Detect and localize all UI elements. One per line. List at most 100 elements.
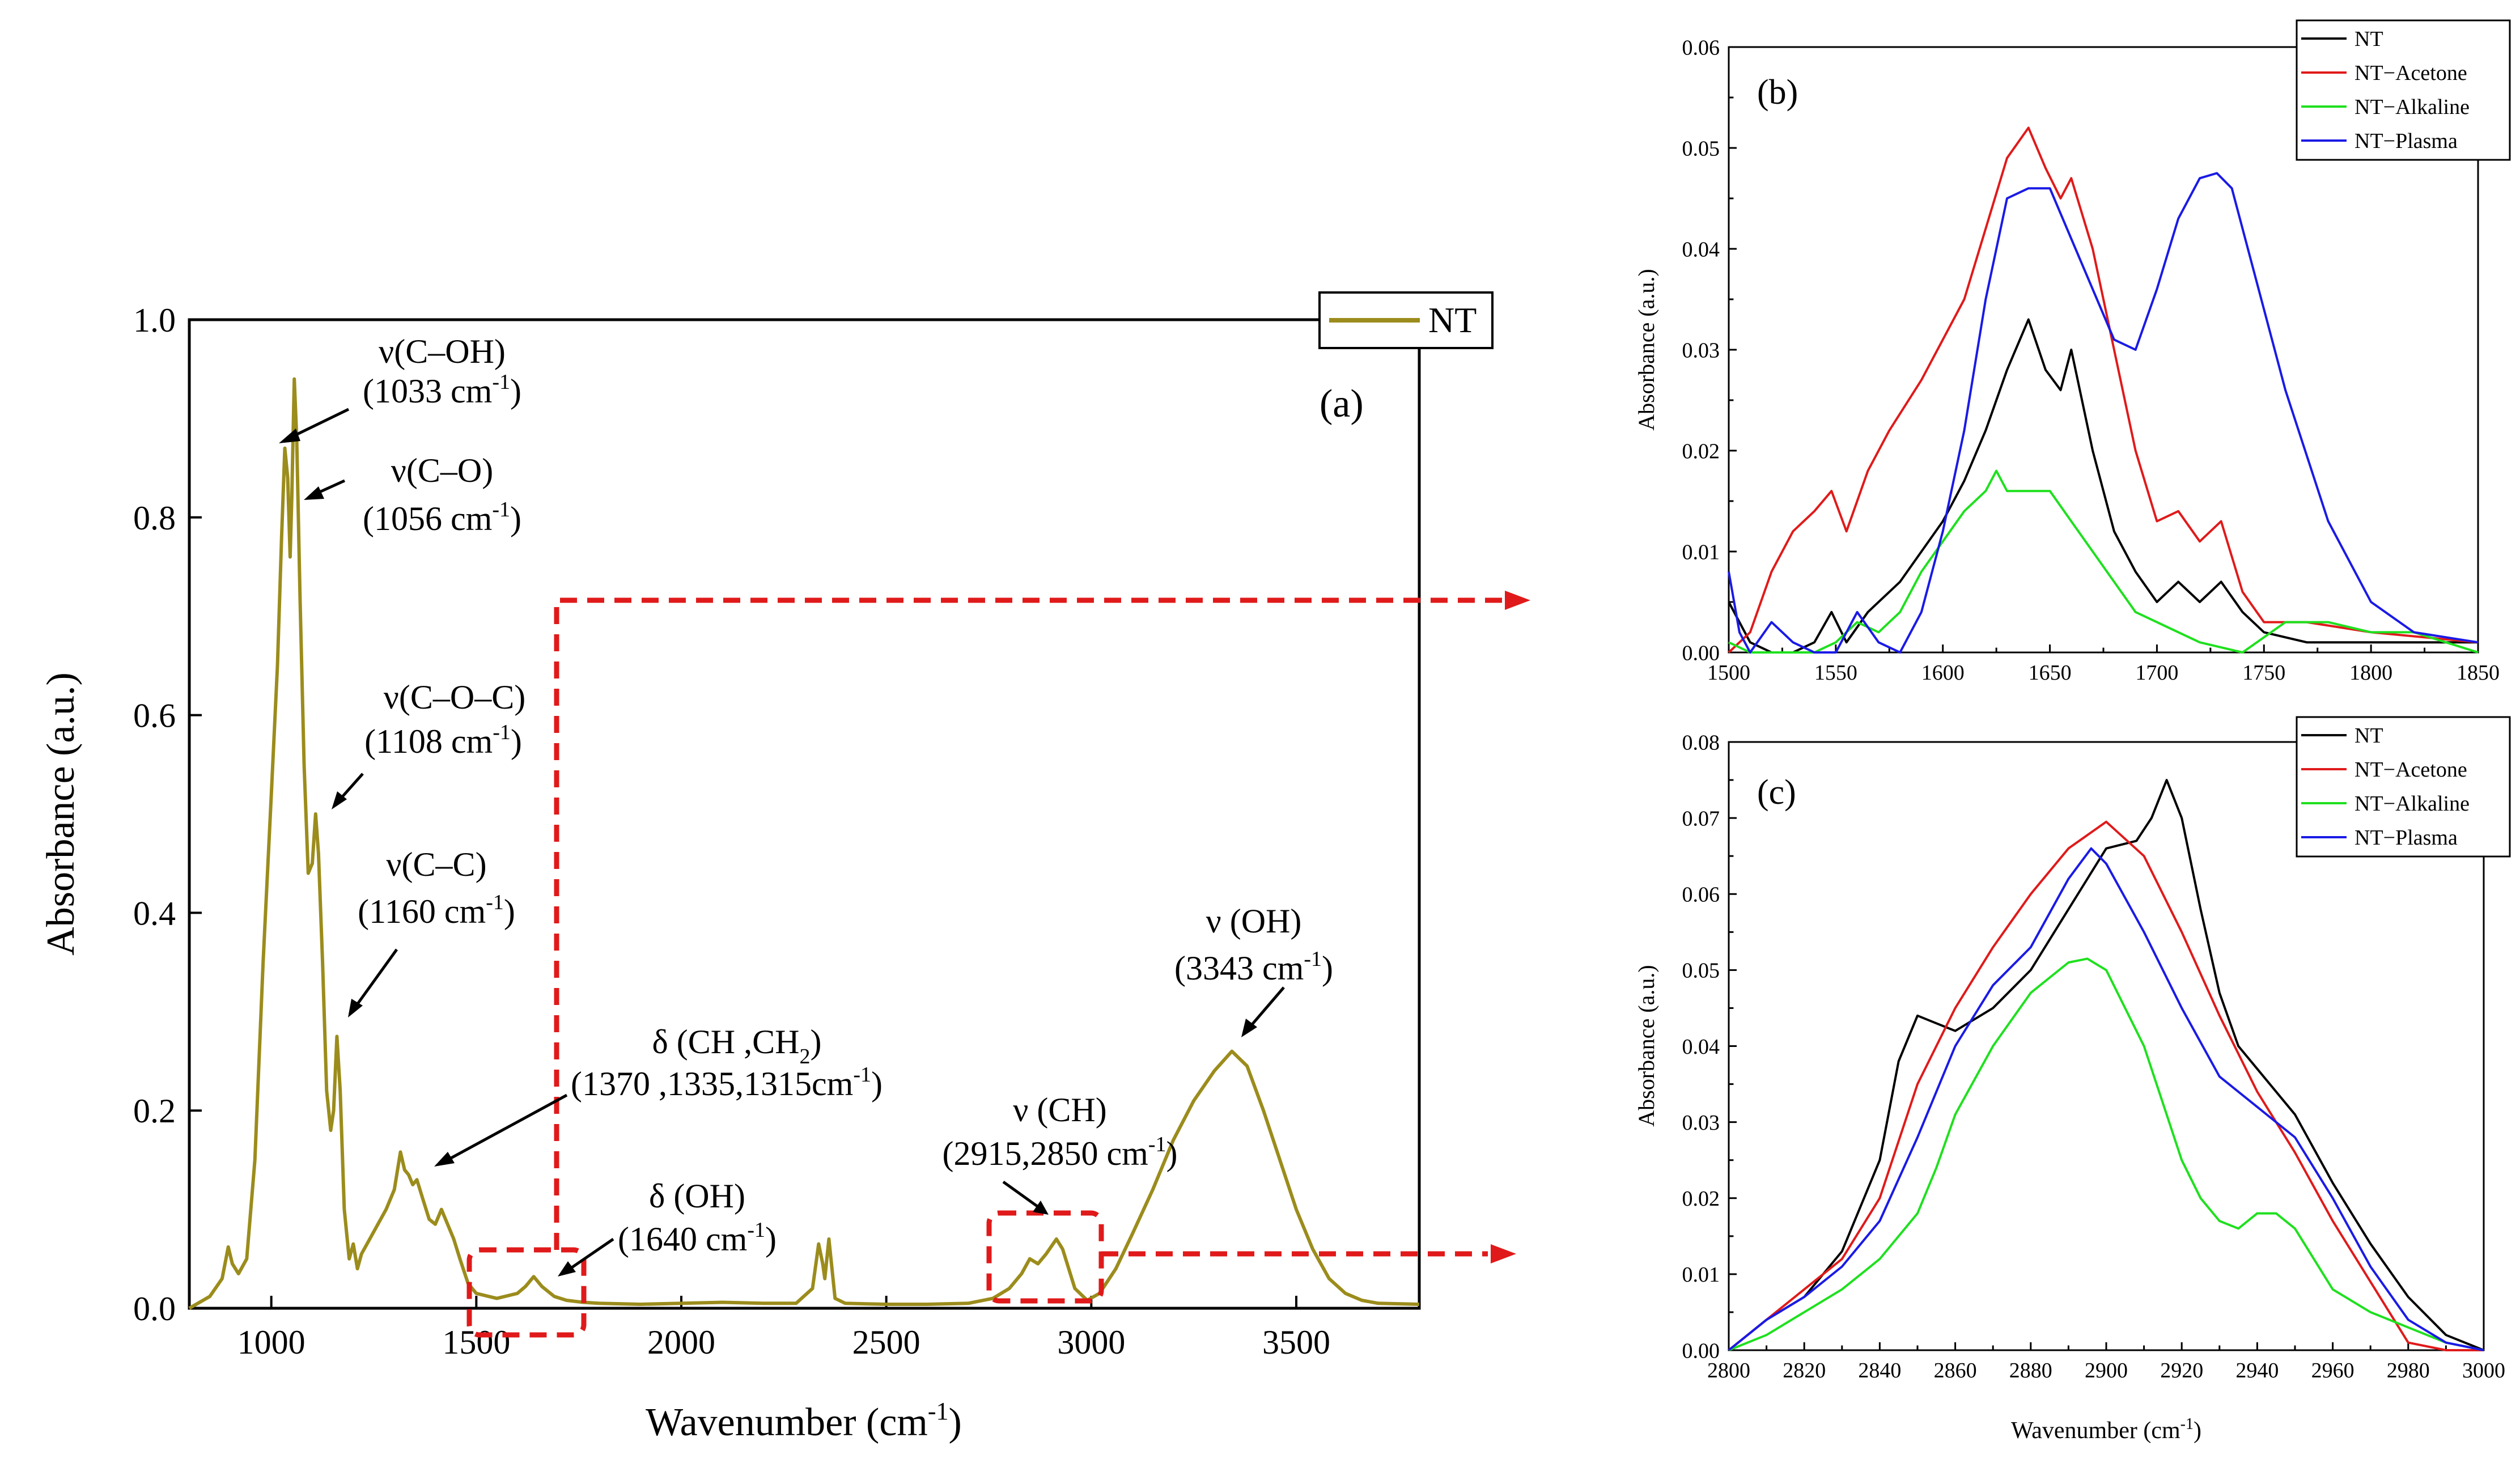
series-b-nt-plasma xyxy=(1728,172,2479,654)
y-axis-label-b: Absorbance (a.u.) xyxy=(1634,269,1659,430)
arrow-c-o-c xyxy=(339,773,364,800)
annot-oh-bend-title: δ (OH) xyxy=(649,1177,745,1215)
zoom-arrowhead-b xyxy=(1505,591,1530,610)
arrowhead-c-oh xyxy=(279,429,300,443)
annot-c-c-title: ν(C–C) xyxy=(386,846,486,883)
zoom-arrowhead-c xyxy=(1491,1244,1516,1263)
annot-ch-value: (1370 ,1335,1315cm-1) xyxy=(571,1063,883,1102)
arrowhead-oh-bend xyxy=(558,1261,576,1277)
panel-b: 1500 1550 1600 1650 1700 1750 1800 1850 0.00 0.01… xyxy=(1634,19,2511,685)
x-tick-label-a: 1500 xyxy=(442,1324,510,1361)
y-tick-label-a: 1.0 xyxy=(133,302,176,339)
series-c-nt-plasma xyxy=(1728,847,2484,1351)
zoom-box-1640 xyxy=(466,1247,587,1338)
arrow-ch-stretch xyxy=(1002,1180,1038,1208)
y-tick-label-c: 0.07 xyxy=(1682,807,1720,830)
arrow-oh-bend xyxy=(569,1237,614,1270)
y-tick-label-a: 0.6 xyxy=(133,697,176,735)
legend-label-b-nt-plasma: NT−Plasma xyxy=(2354,129,2458,153)
legend-a-label: NT xyxy=(1428,300,1477,340)
annot-c-oh-value: (1033 cm-1) xyxy=(363,370,521,410)
annot-ch-stretch-value: (2915,2850 cm-1) xyxy=(943,1133,1178,1172)
y-tick-label-c: 0.03 xyxy=(1682,1111,1720,1135)
legend-label-c-nt: NT xyxy=(2354,724,2383,748)
y-tick-label-c: 0.00 xyxy=(1682,1339,1720,1363)
x-tick-label-a: 2500 xyxy=(852,1324,920,1361)
y-tick-label-b: 0.06 xyxy=(1682,36,1720,60)
y-tick-label-c: 0.02 xyxy=(1682,1187,1720,1211)
annot-c-o-c-value: (1108 cm-1) xyxy=(364,720,522,760)
y-tick-label-a: 0.8 xyxy=(133,499,176,537)
y-axis-label-a: Absorbance (a.u.) xyxy=(39,672,83,956)
x-tick-label-b: 1700 xyxy=(2135,661,2178,685)
series-b-nt-acetone xyxy=(1728,126,2479,654)
y-tick-label-b: 0.04 xyxy=(1682,238,1720,261)
y-tick-label-a: 0.2 xyxy=(133,1092,176,1130)
legend-c-frame xyxy=(2296,716,2511,858)
arrowhead-ch xyxy=(434,1152,455,1167)
arrowhead-ch-stretch xyxy=(1033,1201,1049,1215)
legend-label-b-nt: NT xyxy=(2354,27,2383,51)
series-c-nt-acetone xyxy=(1728,820,2484,1351)
annot-ch-stretch-title: ν (CH) xyxy=(1013,1091,1106,1129)
series-a-nt xyxy=(188,377,1420,1310)
series-c-nt xyxy=(1728,779,2484,1351)
series-c-nt-alkaline xyxy=(1728,957,2484,1351)
x-tick-label-c: 2800 xyxy=(1707,1359,1750,1383)
legend-label-c-nt-alkaline: NT−Alkaline xyxy=(2354,792,2470,816)
arrowhead-c-c xyxy=(348,999,363,1017)
arrow-c-c xyxy=(354,948,398,1007)
x-tick-label-c: 2960 xyxy=(2311,1359,2354,1383)
x-axis-label-a: Wavenumber (cm-1) xyxy=(646,1397,962,1444)
annot-oh-stretch-value: (3343 cm-1) xyxy=(1174,947,1333,987)
x-tick-label-c: 2860 xyxy=(1934,1359,1977,1383)
annot-c-o-c-title: ν(C–O–C) xyxy=(384,679,525,716)
panel-label-c: (c) xyxy=(1757,773,1796,812)
y-tick-label-b: 0.00 xyxy=(1682,641,1720,665)
x-tick-label-b: 1750 xyxy=(2242,661,2285,685)
y-axis-label-c: Absorbance (a.u.) xyxy=(1634,965,1659,1126)
x-tick-label-b: 1850 xyxy=(2457,661,2500,685)
arrow-oh-stretch xyxy=(1249,986,1285,1028)
x-tick-label-c: 2900 xyxy=(2085,1359,2128,1383)
arrowhead-c-o xyxy=(304,486,324,500)
y-tick-label-b: 0.05 xyxy=(1682,137,1720,160)
annot-c-c-value: (1160 cm-1) xyxy=(358,890,515,930)
series-b-nt xyxy=(1728,318,2478,654)
legend-label-b-nt-alkaline: NT−Alkaline xyxy=(2354,95,2470,119)
x-tick-label-c: 2820 xyxy=(1783,1359,1826,1383)
arrow-c-oh xyxy=(289,408,350,439)
x-tick-label-a: 3000 xyxy=(1057,1324,1125,1361)
x-tick-label-a: 1000 xyxy=(237,1324,306,1361)
y-tick-label-b: 0.01 xyxy=(1682,540,1720,564)
legend-b: NT NT−Acetone NT−Alkaline NT−Plasma xyxy=(2296,19,2511,161)
panel-c: 2800 2820 2840 2860 2880 2900 2920 2940 2960 2980… xyxy=(1634,716,2511,1444)
x-tick-label-b: 1550 xyxy=(1814,661,1857,685)
legend-label-c-nt-plasma: NT−Plasma xyxy=(2354,826,2458,850)
zoom-box-2900 xyxy=(986,1210,1104,1304)
x-tick-label-a: 2000 xyxy=(647,1324,715,1361)
x-tick-label-b: 1500 xyxy=(1707,661,1750,685)
arrowhead-c-o-c xyxy=(332,791,347,809)
annot-c-o-value: (1056 cm-1) xyxy=(363,498,521,537)
x-tick-label-c: 2880 xyxy=(2009,1359,2052,1383)
x-tick-label-c: 3000 xyxy=(2462,1359,2505,1383)
y-tick-label-c: 0.06 xyxy=(1682,883,1720,907)
y-tick-label-a: 0.0 xyxy=(133,1290,176,1328)
panel-a-frame xyxy=(188,318,1421,1310)
y-tick-label-b: 0.03 xyxy=(1682,338,1720,362)
x-tick-label-c: 2940 xyxy=(2235,1359,2279,1383)
legend-a: NT xyxy=(1318,291,1494,349)
legend-label-c-nt-acetone: NT−Acetone xyxy=(2354,758,2467,782)
y-tick-label-c: 0.08 xyxy=(1682,731,1720,754)
x-tick-label-c: 2920 xyxy=(2160,1359,2203,1383)
x-tick-label-a: 3500 xyxy=(1262,1324,1330,1361)
annot-c-oh-title: ν(C–OH) xyxy=(379,333,506,370)
annotations-a: ν(C–OH) (1033 cm-1) ν(C–O) (1056 cm-1) ν… xyxy=(358,333,1333,1258)
annot-oh-bend-value: (1640 cm-1) xyxy=(618,1218,777,1258)
legend-c: NT NT−Acetone NT−Alkaline NT−Plasma xyxy=(2296,716,2511,858)
x-tick-label-b: 1600 xyxy=(1921,661,1965,685)
annotation-arrows-a xyxy=(279,408,1285,1277)
y-tick-label-a: 0.4 xyxy=(133,894,176,932)
arrowhead-oh-stretch xyxy=(1241,1019,1257,1037)
